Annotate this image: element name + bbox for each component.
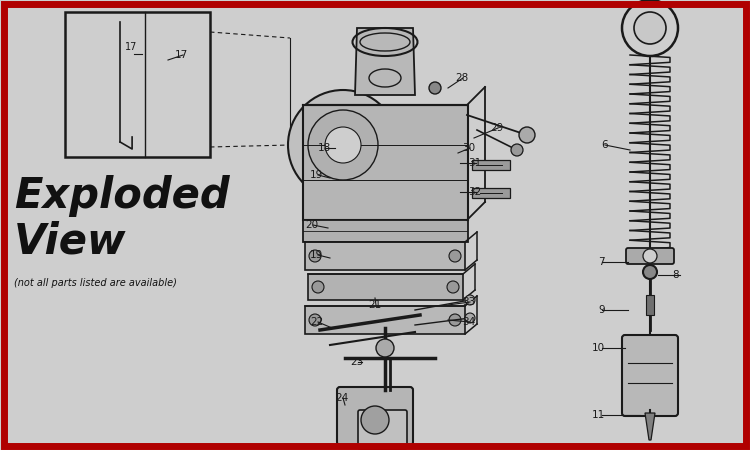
Circle shape: [519, 127, 535, 143]
Text: 10: 10: [592, 343, 605, 353]
Text: 28: 28: [455, 73, 468, 83]
Circle shape: [447, 281, 459, 293]
Text: 18: 18: [318, 143, 332, 153]
Bar: [472, 188, 510, 198]
Circle shape: [308, 110, 378, 180]
Text: 22: 22: [310, 317, 323, 327]
Text: 19: 19: [310, 170, 323, 180]
Text: 9: 9: [598, 305, 605, 315]
Polygon shape: [355, 28, 415, 95]
Bar: [65, 12, 210, 157]
Text: 11: 11: [592, 410, 605, 420]
Bar: [472, 160, 510, 170]
Text: 29: 29: [490, 123, 503, 133]
Circle shape: [449, 314, 461, 326]
Circle shape: [622, 0, 678, 56]
Text: View: View: [14, 220, 127, 262]
Circle shape: [325, 127, 361, 163]
FancyBboxPatch shape: [305, 242, 465, 270]
Text: 23: 23: [350, 357, 363, 367]
Circle shape: [429, 82, 441, 94]
Text: (not all parts listed are available): (not all parts listed are available): [14, 278, 177, 288]
Text: 20: 20: [305, 220, 318, 230]
Text: 21: 21: [368, 300, 381, 310]
FancyBboxPatch shape: [303, 105, 468, 220]
Circle shape: [643, 265, 657, 279]
FancyBboxPatch shape: [358, 410, 407, 449]
Text: 34: 34: [462, 317, 476, 327]
FancyBboxPatch shape: [622, 335, 678, 416]
FancyBboxPatch shape: [305, 306, 465, 334]
Text: 32: 32: [468, 187, 482, 197]
Circle shape: [511, 144, 523, 156]
Circle shape: [288, 90, 398, 200]
Text: 19: 19: [310, 250, 323, 260]
Circle shape: [361, 406, 389, 434]
Polygon shape: [645, 413, 655, 440]
Text: 17: 17: [175, 50, 188, 60]
Circle shape: [465, 295, 475, 305]
Text: 7: 7: [598, 257, 605, 267]
Text: 33: 33: [462, 297, 476, 307]
Circle shape: [449, 250, 461, 262]
FancyBboxPatch shape: [337, 387, 413, 445]
Text: 24: 24: [335, 393, 348, 403]
Bar: [646, 295, 654, 315]
Text: 17: 17: [125, 42, 137, 52]
FancyBboxPatch shape: [626, 248, 674, 264]
Text: 8: 8: [672, 270, 679, 280]
Circle shape: [376, 339, 394, 357]
Circle shape: [312, 281, 324, 293]
Circle shape: [643, 249, 657, 263]
Circle shape: [465, 313, 475, 323]
Circle shape: [309, 314, 321, 326]
Text: Exploded: Exploded: [14, 175, 229, 217]
Text: 31: 31: [468, 158, 482, 168]
Text: 30: 30: [462, 143, 476, 153]
Text: 6: 6: [602, 140, 608, 150]
Circle shape: [634, 12, 666, 44]
Circle shape: [309, 250, 321, 262]
FancyBboxPatch shape: [308, 274, 463, 300]
FancyBboxPatch shape: [303, 220, 468, 242]
